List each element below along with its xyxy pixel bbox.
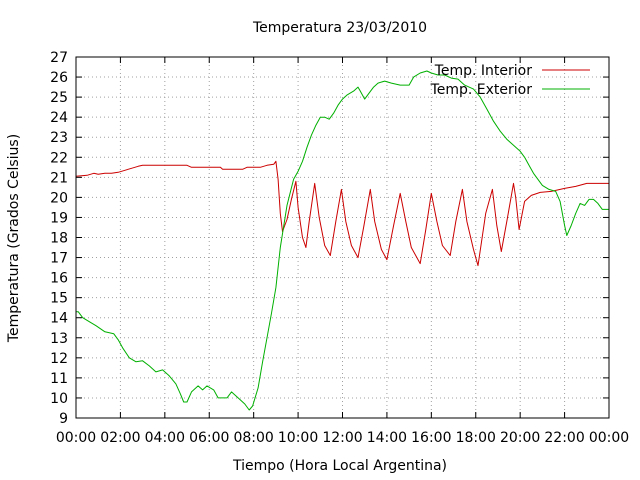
x-tick-label: 22:00	[544, 430, 584, 446]
y-tick-label: 9	[59, 411, 68, 427]
x-tick-label: 20:00	[500, 430, 540, 446]
y-tick-label: 14	[50, 311, 68, 327]
x-tick-label: 10:00	[278, 430, 318, 446]
y-tick-label: 27	[50, 50, 68, 66]
y-tick-label: 20	[50, 190, 68, 206]
y-tick-label: 18	[50, 231, 68, 247]
y-tick-label: 23	[50, 130, 68, 146]
y-tick-label: 13	[50, 331, 68, 347]
y-tick-label: 24	[50, 110, 68, 126]
y-tick-label: 26	[50, 70, 68, 86]
y-tick-label: 22	[50, 150, 68, 166]
y-axis: 9 10 11 12 13 14 15 16 17 18 19 20 21 22 23 24 25 26 27	[50, 50, 609, 427]
y-axis-label: Temperatura (Grados Celsius)	[6, 134, 22, 343]
y-tick-label: 10	[50, 391, 68, 407]
x-tick-label: 18:00	[456, 430, 496, 446]
y-tick-label: 11	[50, 371, 68, 387]
y-tick-label: 16	[50, 271, 68, 287]
x-tick-label: 00:00	[56, 430, 96, 446]
x-tick-label: 04:00	[145, 430, 185, 446]
y-tick-label: 21	[50, 170, 68, 186]
x-tick-label: 08:00	[233, 430, 273, 446]
x-tick-label: 14:00	[367, 430, 407, 446]
y-tick-label: 17	[50, 251, 68, 267]
legend-label-temp-exterior: Temp. Exterior	[430, 82, 533, 98]
x-axis-label: Tiempo (Hora Local Argentina)	[232, 458, 447, 474]
legend: Temp. Interior Temp. Exterior	[430, 63, 590, 98]
y-tick-label: 15	[50, 291, 68, 307]
y-tick-label: 25	[50, 90, 68, 106]
x-axis: 00:00 02:00 04:00 06:00 08:00 10:00 12:00 14:00…	[56, 57, 629, 446]
y-tick-label: 19	[50, 210, 68, 226]
chart-title: Temperatura 23/03/2010	[252, 20, 427, 36]
series-line-temp-interior	[75, 160, 609, 267]
y-tick-label: 12	[50, 351, 68, 367]
legend-label-temp-interior: Temp. Interior	[434, 63, 533, 79]
grid	[76, 57, 609, 418]
plot-area	[75, 70, 609, 411]
x-tick-label: 00:00	[589, 430, 629, 446]
x-tick-label: 12:00	[322, 430, 362, 446]
x-tick-label: 16:00	[411, 430, 451, 446]
x-tick-label: 06:00	[189, 430, 229, 446]
x-tick-label: 02:00	[100, 430, 140, 446]
series-line-temp-exterior	[76, 70, 609, 411]
